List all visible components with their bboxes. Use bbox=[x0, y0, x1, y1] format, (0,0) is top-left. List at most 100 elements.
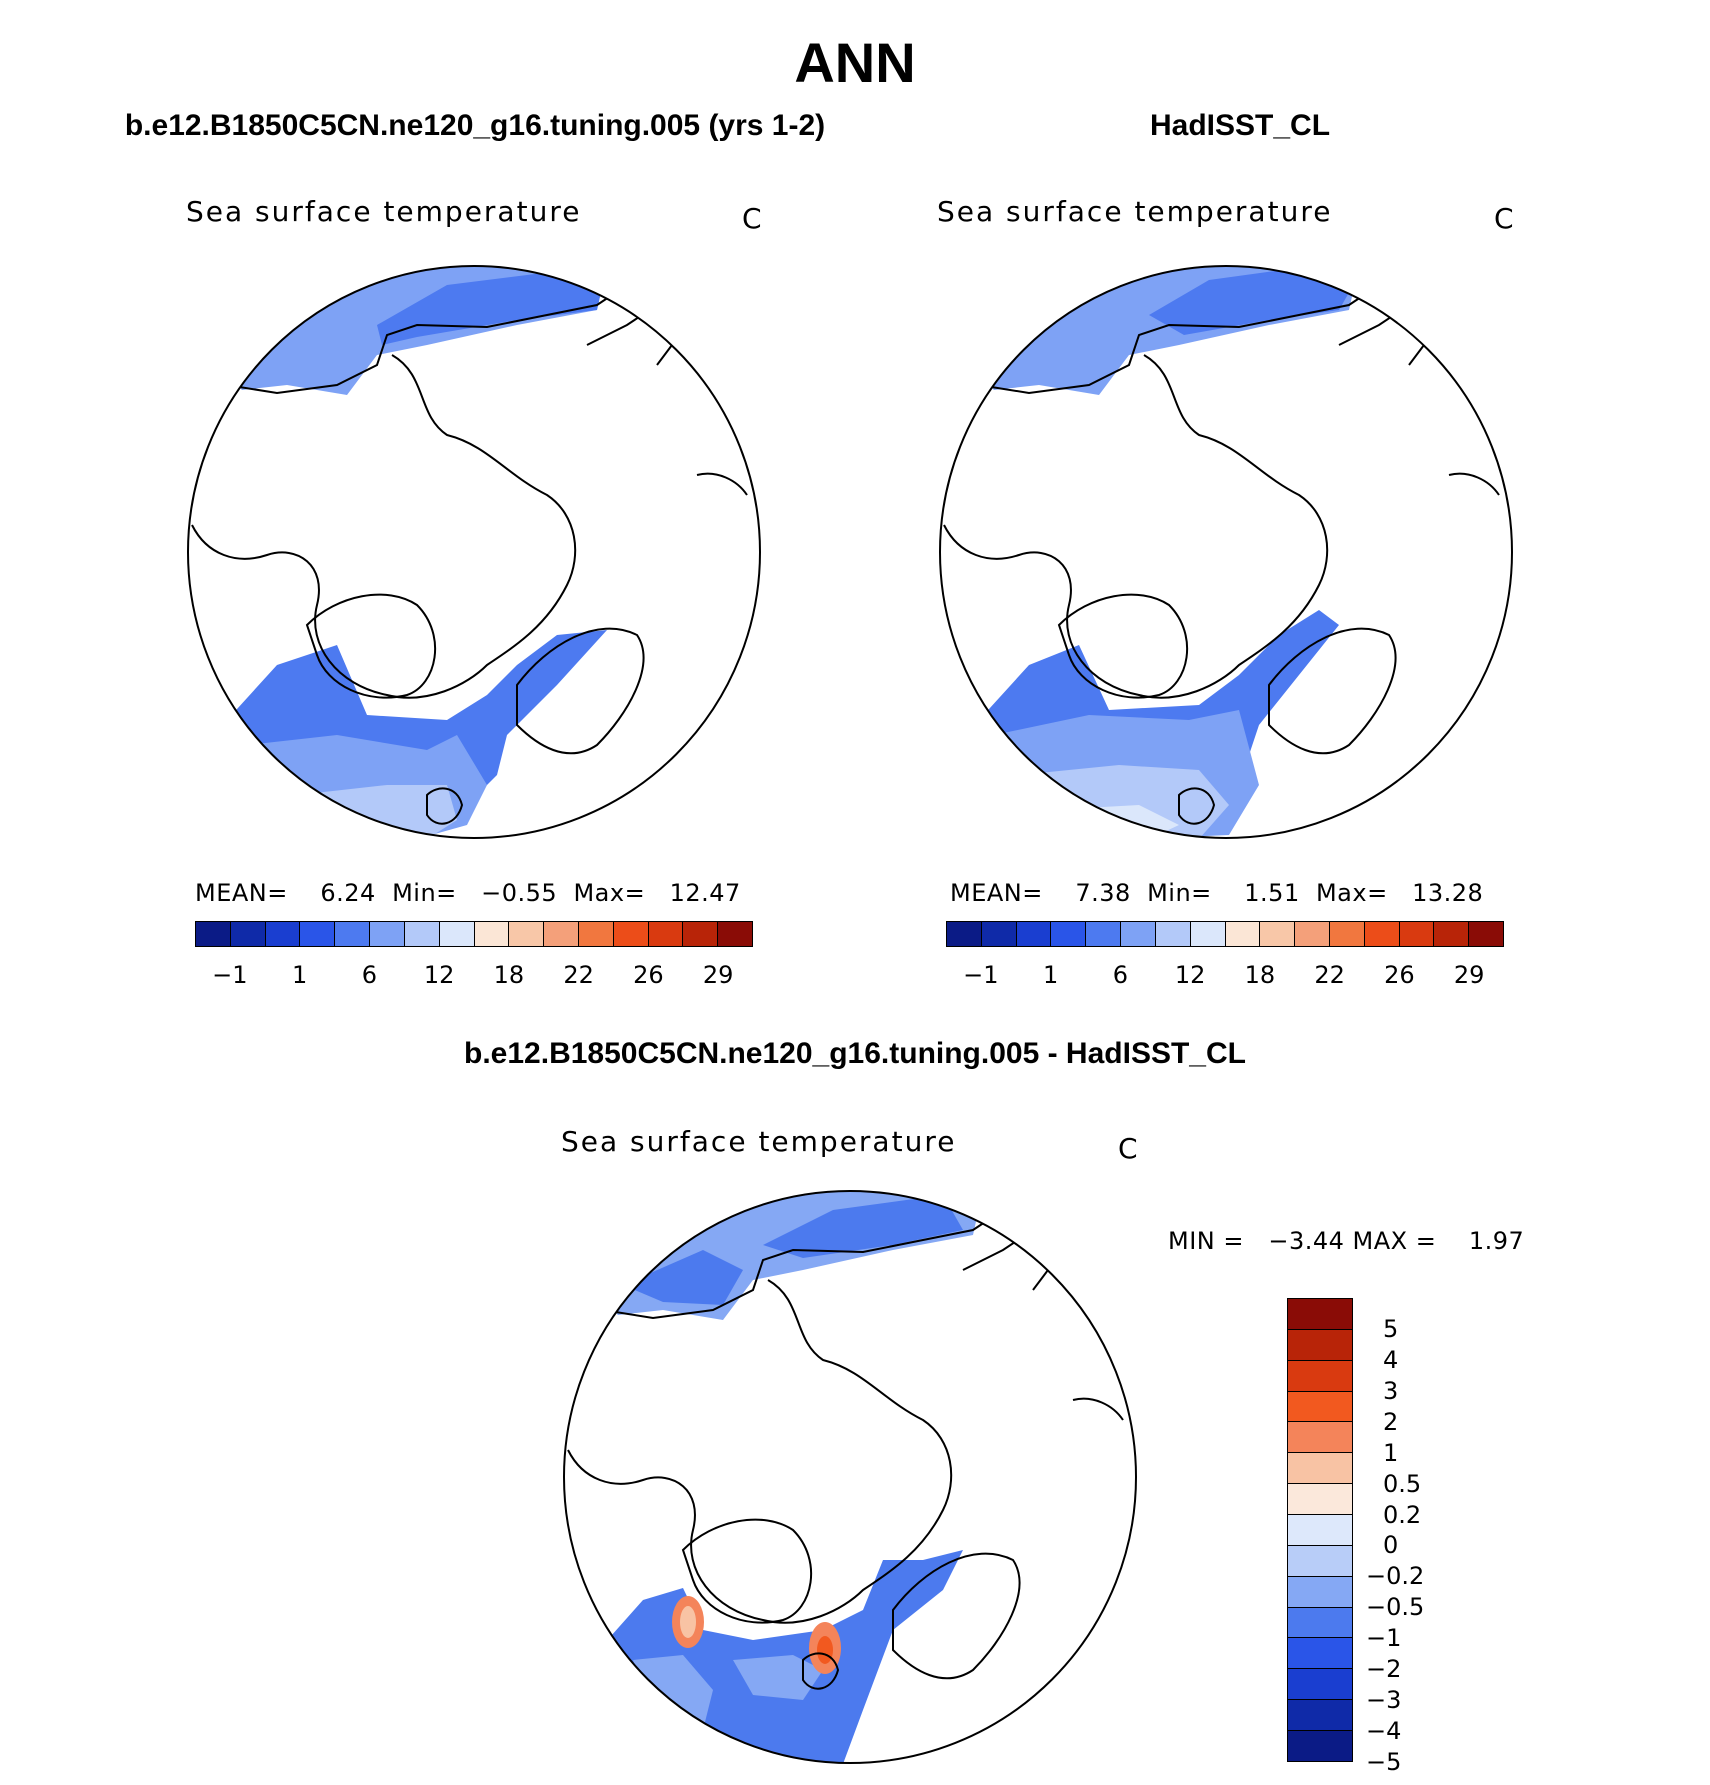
colorbar-box bbox=[612, 922, 648, 946]
colorbar-box bbox=[264, 922, 300, 946]
colorbar-tick-label: 12 bbox=[1174, 961, 1206, 989]
colorbar-tick-label: −2 bbox=[1366, 1655, 1402, 1684]
colorbar-box bbox=[980, 922, 1016, 946]
colorbar-box bbox=[508, 922, 544, 946]
diff-colorbar bbox=[1287, 1298, 1353, 1762]
colorbar-tick-label: 29 bbox=[1453, 961, 1485, 989]
diff-variable-title: Sea surface temperature bbox=[561, 1125, 957, 1158]
diff-colorbar-ticks: 5 4 3 2 1 0.5 0.2 0 −0.2 −0.5 −1 −2 −3 −4 −5 bbox=[1366, 1298, 1476, 1776]
colorbar-box bbox=[334, 922, 370, 946]
colorbar-box bbox=[1288, 1514, 1352, 1545]
colorbar-box bbox=[717, 922, 752, 946]
colorbar-tick-label: −1 bbox=[1366, 1624, 1402, 1653]
diff-case-title: b.e12.B1850C5CN.ne120_g16.tuning.005 - H… bbox=[464, 1037, 1246, 1070]
colorbar-tick-label: −4 bbox=[1366, 1717, 1402, 1746]
colorbar-box bbox=[1120, 922, 1155, 946]
diff-units: C bbox=[1118, 1132, 1138, 1165]
colorbar-tick-label: −1 bbox=[212, 961, 248, 989]
colorbar-box bbox=[1328, 922, 1364, 946]
colorbar-box bbox=[438, 922, 474, 946]
colorbar-box bbox=[1288, 1637, 1352, 1669]
colorbar-box bbox=[1288, 1668, 1352, 1700]
colorbar-box bbox=[229, 922, 265, 946]
obs-bering-sst bbox=[1149, 266, 1359, 335]
obs-atlantic-warmer bbox=[1019, 765, 1229, 838]
diff-pacific-anom-2 bbox=[623, 1250, 743, 1305]
colorbar-box bbox=[1288, 1544, 1352, 1576]
colorbar-tick-label: 22 bbox=[563, 961, 594, 989]
colorbar-box bbox=[1288, 1359, 1352, 1391]
diff-polar-map bbox=[563, 1190, 1137, 1764]
colorbar-box bbox=[1468, 922, 1503, 946]
model-polar-map bbox=[187, 265, 761, 839]
diff-bering-anom bbox=[763, 1195, 963, 1258]
diff-stats: MIN = −3.44 MAX = 1.97 bbox=[1168, 1227, 1525, 1255]
colorbar-box bbox=[1294, 922, 1329, 946]
colorbar-tick-label: 1 bbox=[1383, 1438, 1399, 1467]
colorbar-box bbox=[1363, 922, 1399, 946]
model-units: C bbox=[742, 202, 762, 235]
colorbar-tick-label: 18 bbox=[493, 961, 525, 989]
obs-colorbar bbox=[946, 921, 1504, 947]
obs-units: C bbox=[1494, 202, 1514, 235]
colorbar-box bbox=[1224, 922, 1260, 946]
colorbar-tick-label: 22 bbox=[1314, 961, 1345, 989]
colorbar-box bbox=[1288, 1606, 1352, 1638]
obs-case-title: HadISST_CL bbox=[1149, 109, 1331, 142]
colorbar-box bbox=[1288, 1575, 1352, 1607]
colorbar-tick-label: −0.2 bbox=[1366, 1562, 1425, 1591]
model-case-title: b.e12.B1850C5CN.ne120_g16.tuning.005 (yr… bbox=[124, 109, 826, 142]
colorbar-box bbox=[1288, 1452, 1352, 1484]
colorbar-tick-label: 18 bbox=[1244, 961, 1276, 989]
colorbar-box bbox=[473, 922, 509, 946]
obs-colorbar-ticks: −1 1 6 12 18 22 26 29 bbox=[946, 961, 1504, 991]
colorbar-box bbox=[1015, 922, 1051, 946]
colorbar-tick-label: 4 bbox=[1383, 1345, 1399, 1374]
model-colorbar-ticks: −1 1 6 12 18 22 26 29 bbox=[195, 961, 753, 991]
colorbar-tick-label: 0.5 bbox=[1383, 1469, 1422, 1498]
colorbar-box bbox=[196, 922, 230, 946]
colorbar-tick-label: 1 bbox=[1042, 961, 1059, 989]
colorbar-box bbox=[403, 922, 439, 946]
colorbar-box bbox=[947, 922, 981, 946]
model-colorbar bbox=[195, 921, 753, 947]
colorbar-tick-label: −1 bbox=[963, 961, 999, 989]
colorbar-box bbox=[1085, 922, 1121, 946]
colorbar-box bbox=[1288, 1730, 1352, 1761]
colorbar-box bbox=[647, 922, 683, 946]
colorbar-tick-label: 1 bbox=[291, 961, 308, 989]
colorbar-tick-label: 0 bbox=[1383, 1531, 1399, 1560]
colorbar-tick-label: 29 bbox=[702, 961, 734, 989]
colorbar-tick-label: 0.2 bbox=[1383, 1500, 1422, 1529]
colorbar-box bbox=[1288, 1483, 1352, 1515]
colorbar-box bbox=[1288, 1421, 1352, 1453]
colorbar-box bbox=[1288, 1299, 1352, 1329]
colorbar-tick-label: −5 bbox=[1366, 1748, 1402, 1776]
diff-atlantic-anom-3 bbox=[733, 1655, 823, 1700]
colorbar-box bbox=[543, 922, 578, 946]
colorbar-tick-label: 6 bbox=[1112, 961, 1129, 989]
obs-stats: MEAN= 7.38 Min= 1.51 Max= 13.28 bbox=[950, 879, 1484, 907]
model-stats: MEAN= 6.24 Min= −0.55 Max= 12.47 bbox=[195, 879, 741, 907]
colorbar-tick-label: 6 bbox=[361, 961, 378, 989]
colorbar-tick-label: 2 bbox=[1383, 1407, 1399, 1436]
colorbar-box bbox=[1398, 922, 1434, 946]
colorbar-tick-label: 26 bbox=[633, 961, 664, 989]
colorbar-box bbox=[1189, 922, 1225, 946]
model-variable-title: Sea surface temperature bbox=[186, 195, 582, 228]
colorbar-tick-label: 5 bbox=[1383, 1314, 1399, 1343]
colorbar-box bbox=[1288, 1699, 1352, 1731]
colorbar-tick-label: −0.5 bbox=[1366, 1593, 1425, 1622]
colorbar-box bbox=[1050, 922, 1086, 946]
obs-variable-title: Sea surface temperature bbox=[937, 195, 1333, 228]
colorbar-box bbox=[682, 922, 718, 946]
colorbar-box bbox=[1154, 922, 1190, 946]
colorbar-box bbox=[1433, 922, 1469, 946]
colorbar-tick-label: 26 bbox=[1384, 961, 1415, 989]
colorbar-box bbox=[1288, 1328, 1352, 1360]
colorbar-tick-label: −3 bbox=[1366, 1686, 1402, 1715]
colorbar-box bbox=[577, 922, 613, 946]
colorbar-tick-label: 12 bbox=[423, 961, 455, 989]
obs-polar-map bbox=[939, 265, 1513, 839]
colorbar-box bbox=[1259, 922, 1295, 946]
